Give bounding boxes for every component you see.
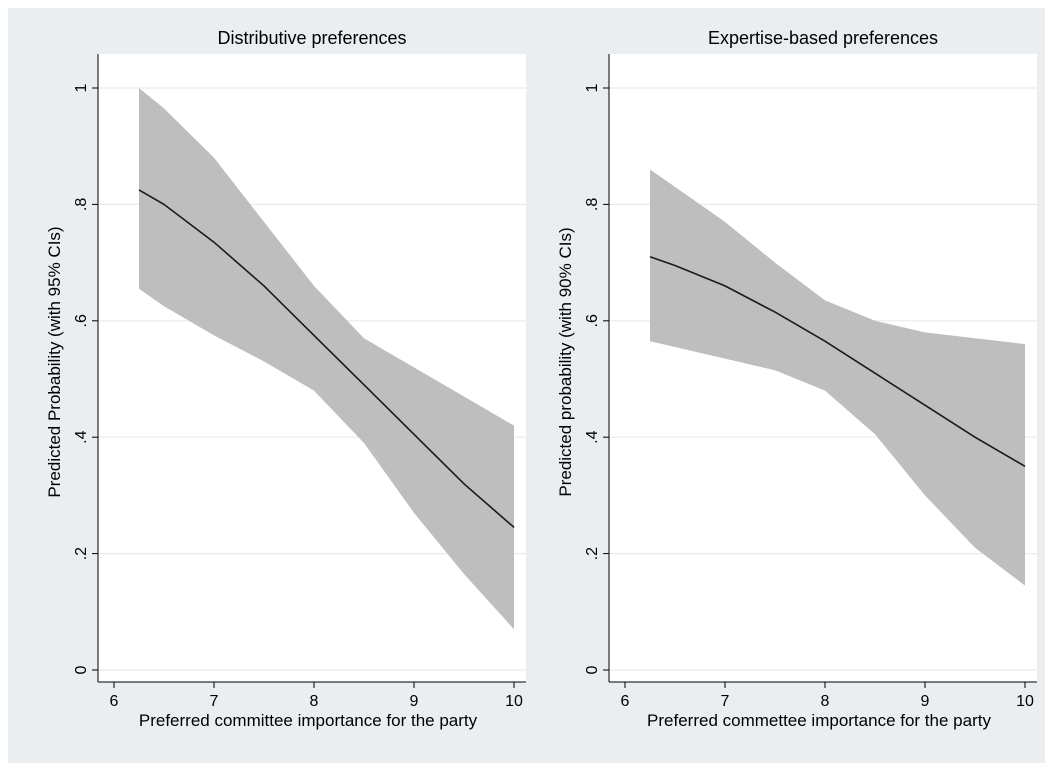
prediction-line [138, 189, 515, 529]
x-tick-label: 10 [1016, 693, 1034, 710]
y-tick-label: 0 [73, 665, 90, 674]
confidence-band [650, 169, 1025, 586]
x-axis-label: Preferred commettee importance for the p… [647, 711, 991, 730]
y-tick-label: 0 [584, 665, 601, 674]
prediction-line [649, 256, 1026, 467]
x-tick-label: 6 [621, 693, 630, 710]
y-tick-label: .2 [584, 547, 601, 560]
x-tick-label: 10 [505, 693, 523, 710]
y-tick-label: .6 [73, 314, 90, 327]
y-tick-label: .8 [584, 198, 601, 211]
chart-panel-2: 0 .2 .4 .6 .8 1 6 7 8 9 10 Expertise-based preferen… [556, 28, 1037, 730]
x-tick-label: 9 [921, 693, 930, 710]
x-tick-label: 7 [210, 693, 219, 710]
y-tick-label: .8 [73, 198, 90, 211]
x-tick-label: 9 [410, 693, 419, 710]
chart-title: Expertise-based preferences [708, 28, 938, 48]
x-axis-label: Preferred committee importance for the p… [139, 711, 478, 730]
y-tick-label: .4 [584, 430, 601, 443]
x-tick-label: 8 [310, 693, 319, 710]
y-tick-label: .2 [73, 547, 90, 560]
y-axis-label: Predicted Probability (with 95% CIs) [45, 226, 64, 497]
chart-panel-1: 0 .2 .4 .6 .8 1 6 7 8 9 10 Distributive preferences… [45, 28, 526, 730]
confidence-band [139, 88, 514, 630]
y-tick-label: 1 [584, 83, 601, 92]
x-tick-label: 8 [821, 693, 830, 710]
y-tick-label: .6 [584, 314, 601, 327]
y-tick-label: .4 [73, 430, 90, 443]
chart-title: Distributive preferences [217, 28, 406, 48]
x-tick-label: 6 [110, 693, 119, 710]
y-tick-label: 1 [73, 83, 90, 92]
figure: 0.2.4.6.8 1 6 7 8 9 10 Distributive preferences… [8, 8, 1045, 763]
x-tick-label: 7 [721, 693, 730, 710]
y-axis-label: Predicted probability (with 90% CIs) [556, 227, 575, 496]
